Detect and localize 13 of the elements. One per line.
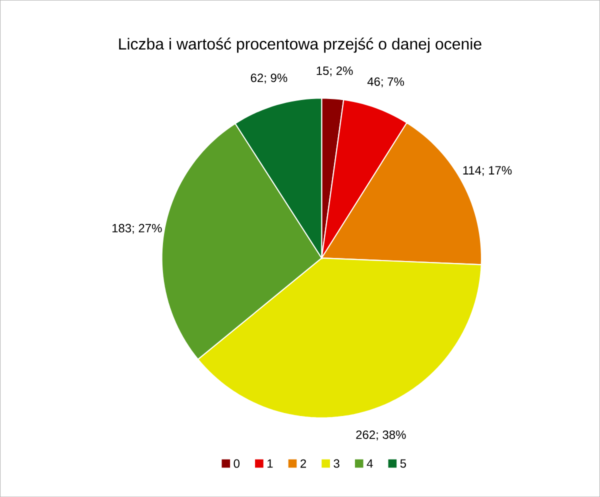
legend-label: 0 bbox=[234, 459, 240, 468]
legend-label: 4 bbox=[366, 459, 373, 468]
chart-title: Liczba i wartość procentowa przejść o danej ocenie bbox=[119, 38, 482, 53]
data-label: 183; 27% bbox=[112, 224, 162, 234]
data-label: 15; 2% bbox=[316, 66, 353, 76]
legend-label: 5 bbox=[400, 459, 406, 468]
legend-label: 1 bbox=[268, 459, 273, 468]
data-label: 114; 17% bbox=[463, 166, 512, 176]
data-label: 262; 38% bbox=[356, 430, 406, 440]
legend-label: 3 bbox=[334, 459, 340, 468]
legend-label: 2 bbox=[300, 459, 306, 468]
data-label: 62; 9% bbox=[250, 74, 288, 84]
data-label: 46; 7% bbox=[367, 77, 404, 88]
